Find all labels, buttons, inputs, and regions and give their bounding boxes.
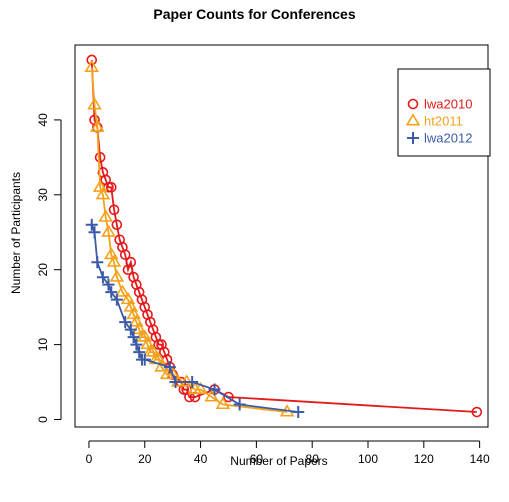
data-point-lwa2012 (186, 376, 199, 389)
data-point-lwa2012 (85, 218, 98, 231)
x-tick-label: 40 (194, 452, 208, 466)
data-point-lwa2012 (233, 398, 246, 411)
data-point-lwa2010 (86, 54, 98, 66)
legend-label-lwa2012: lwa2012 (424, 131, 472, 146)
y-tick-label: 20 (36, 263, 50, 277)
data-point-ht2011 (129, 314, 144, 327)
data-point-ht2011 (137, 329, 153, 342)
data-point-ht2011 (98, 209, 113, 222)
data-point-ht2011 (90, 119, 105, 132)
legend-marker-ht2011 (405, 113, 421, 126)
data-point-ht2011 (126, 306, 141, 320)
x-tick-label: 140 (470, 452, 490, 466)
data-point-lwa2010 (108, 204, 120, 216)
data-point-ht2011 (109, 269, 125, 282)
data-point-ht2011 (123, 299, 139, 312)
data-point-lwa2010 (111, 219, 123, 231)
x-tick-label: 80 (306, 452, 320, 466)
data-point-lwa2012 (138, 353, 151, 366)
data-point-lwa2012 (105, 286, 118, 299)
data-point-lwa2010 (94, 152, 106, 163)
legend-items: lwa2010 ht2011 lwa2012 (405, 97, 472, 146)
data-point-ht2011 (165, 366, 180, 380)
chart-title: Paper Counts for Conferences (153, 6, 355, 22)
legend-marker-lwa2010 (407, 98, 419, 110)
series-lwa2012 (85, 218, 305, 419)
data-point-lwa2012 (102, 278, 115, 291)
legend-label-lwa2010: lwa2010 (424, 97, 472, 112)
plot-frame (74, 44, 489, 428)
data-point-lwa2012 (127, 331, 140, 344)
legend-marker-lwa2012 (407, 132, 419, 144)
data-point-ht2011 (145, 344, 161, 357)
data-point-lwa2012 (88, 226, 101, 239)
data-point-ht2011 (103, 246, 119, 260)
legend-label-ht2011: ht2011 (424, 114, 463, 129)
data-point-lwa2012 (110, 293, 123, 306)
series-lwa2010 (86, 54, 483, 418)
data-point-lwa2012 (96, 271, 109, 284)
data-point-lwa2010 (119, 249, 131, 261)
data-point-ht2011 (140, 336, 155, 350)
data-point-ht2011 (101, 224, 116, 237)
data-point-ht2011 (95, 187, 111, 200)
x-tick-label: 120 (414, 452, 434, 466)
data-point-ht2011 (106, 254, 122, 267)
data-point-lwa2012 (91, 256, 104, 269)
data-point-lwa2012 (292, 406, 305, 419)
data-point-lwa2012 (124, 323, 137, 336)
data-point-ht2011 (84, 59, 100, 72)
x-tick-label: 20 (138, 452, 152, 466)
legend: lwa2010 ht2011 lwa2012 (397, 68, 491, 157)
data-point-lwa2010 (105, 182, 117, 193)
data-point-lwa2012 (163, 361, 176, 374)
data-point-lwa2012 (119, 316, 132, 329)
data-point-ht2011 (131, 321, 147, 335)
axes: 0 20 40 60 80 100 120 140 0 10 20 30 40 (36, 113, 490, 466)
y-tick-label: 30 (36, 188, 50, 202)
series-layer (84, 54, 483, 419)
data-point-ht2011 (92, 179, 108, 192)
y-tick-label: 10 (36, 338, 50, 352)
data-point-ht2011 (120, 291, 136, 305)
data-point-ht2011 (204, 389, 220, 402)
y-tick-label: 40 (36, 113, 50, 127)
x-tick-label: 60 (250, 452, 264, 466)
data-point-lwa2010 (471, 406, 483, 418)
x-tick-label: 0 (86, 452, 93, 466)
data-point-lwa2012 (133, 346, 146, 359)
x-axis-label: Number of Papers (230, 454, 327, 468)
y-tick-label: 0 (36, 416, 50, 423)
data-point-lwa2012 (169, 376, 182, 389)
x-tick-label: 100 (358, 452, 378, 466)
data-point-ht2011 (115, 284, 130, 297)
data-point-lwa2010 (223, 391, 234, 403)
data-point-lwa2012 (208, 383, 221, 396)
data-point-ht2011 (87, 97, 102, 110)
y-axis-label: Number of Participants (9, 172, 23, 294)
data-point-lwa2012 (130, 338, 143, 351)
data-point-ht2011 (179, 374, 194, 387)
data-point-ht2011 (193, 381, 208, 395)
data-point-lwa2010 (125, 256, 137, 268)
data-point-ht2011 (215, 396, 231, 410)
